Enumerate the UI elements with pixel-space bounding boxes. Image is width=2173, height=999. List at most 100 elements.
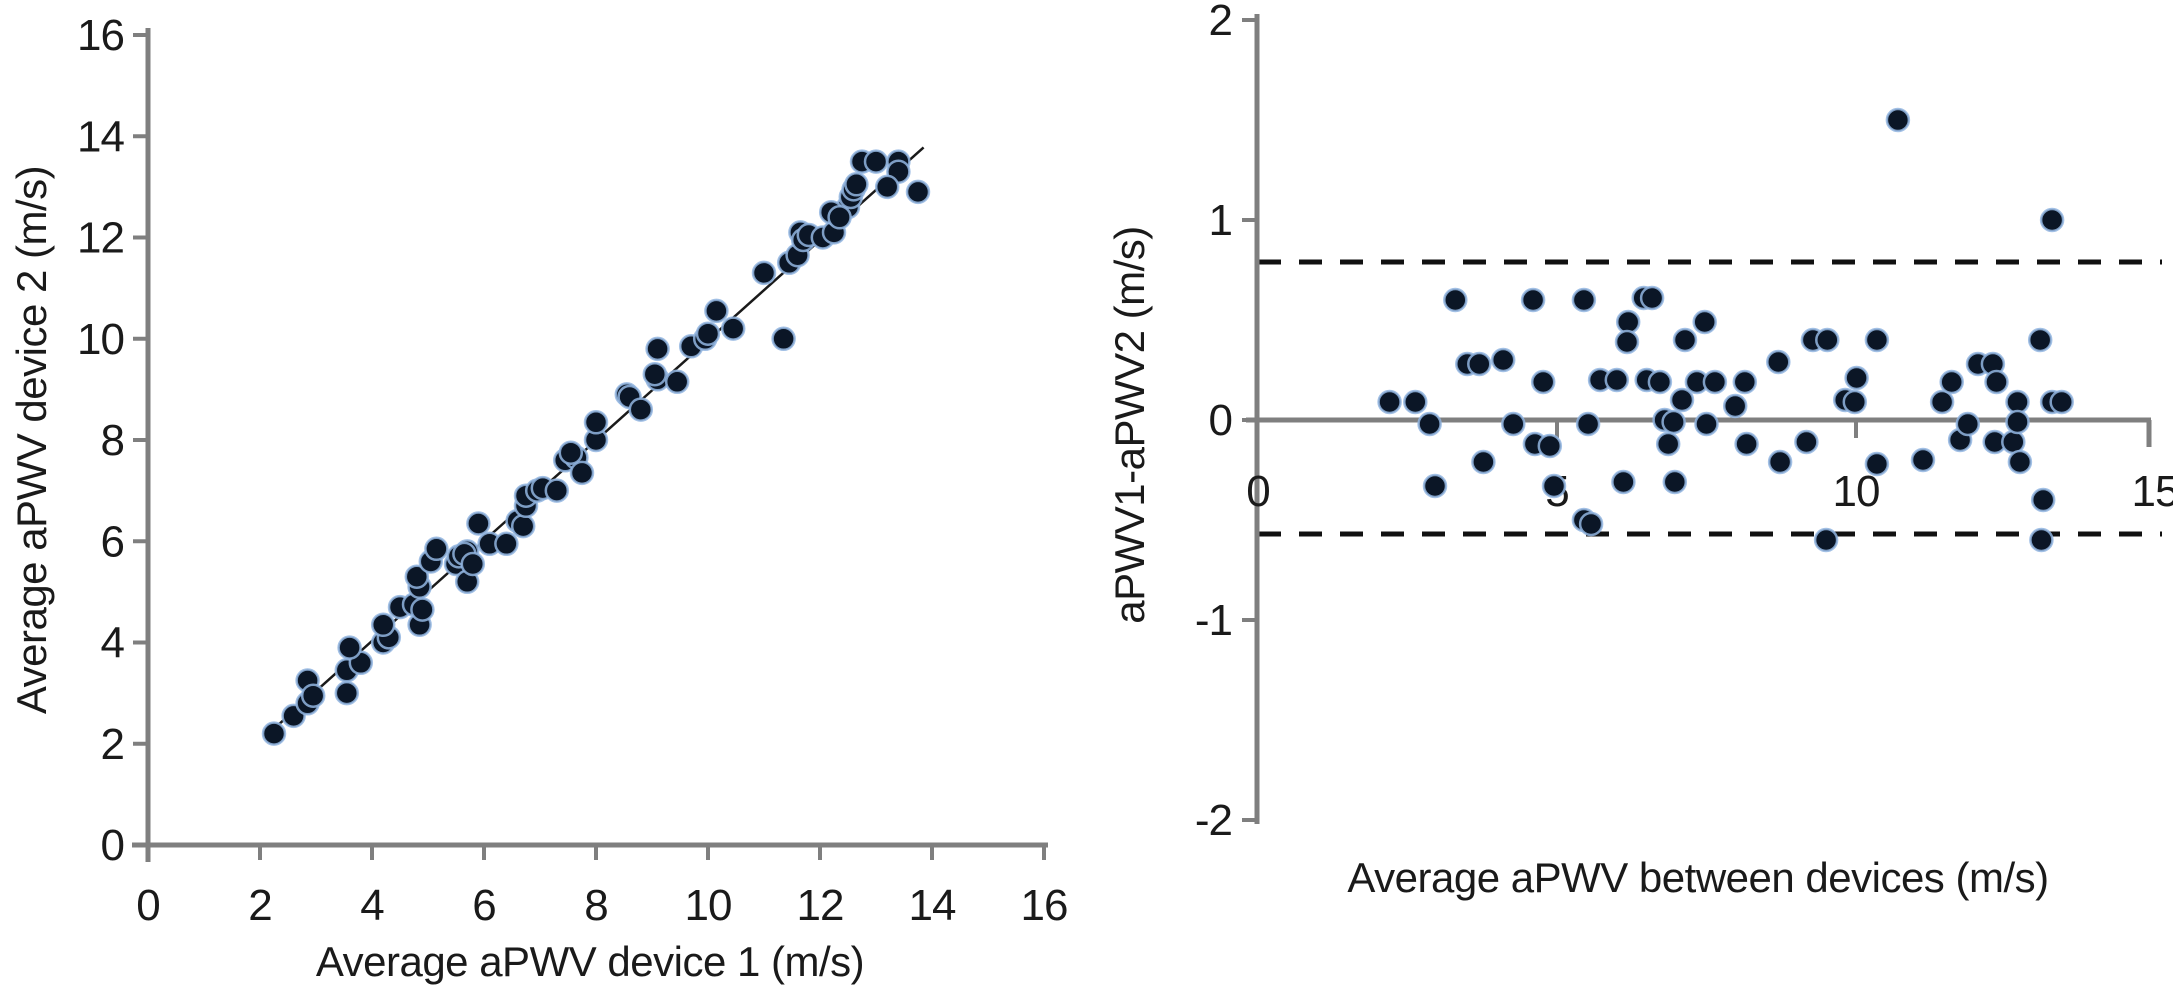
y-tick-label: 8 <box>101 416 124 465</box>
data-point <box>1661 409 1686 435</box>
correlation-ticks <box>133 33 1046 860</box>
y-tick-label: 14 <box>77 112 124 161</box>
data-point <box>1692 309 1717 335</box>
data-point <box>558 440 584 465</box>
data-point <box>410 597 435 622</box>
data-point <box>2005 389 2030 415</box>
data-point <box>2007 449 2033 475</box>
data-point <box>1490 347 1516 373</box>
x-tick-label: 15 <box>2132 467 2173 516</box>
x-tick-label: 14 <box>909 881 956 930</box>
correlation-axes <box>132 28 1048 862</box>
bland-altman-chart: 051015210-1-2 <box>1195 0 2173 845</box>
data-point <box>1864 327 1890 353</box>
data-point <box>751 260 777 286</box>
left-x-axis-title: Average aPWV device 1 (m/s) <box>315 938 865 985</box>
data-point <box>1910 447 1936 473</box>
data-point <box>2039 207 2065 233</box>
data-point <box>1615 309 1641 335</box>
data-point <box>720 316 746 341</box>
data-point <box>664 369 690 395</box>
y-tick-label: 0 <box>101 821 124 870</box>
x-tick-label: 6 <box>472 881 495 930</box>
data-point <box>300 683 326 708</box>
data-point <box>466 511 491 536</box>
data-point <box>370 612 396 638</box>
data-point <box>569 460 595 486</box>
left-y-axis-title: Average aPWV device 2 (m/s) <box>8 165 55 715</box>
data-point <box>1955 411 1981 437</box>
x-tick-label: 8 <box>584 881 607 930</box>
data-point <box>2027 327 2053 353</box>
data-point <box>544 478 570 503</box>
data-point <box>2030 487 2056 513</box>
x-tick-label: 10 <box>685 881 732 930</box>
data-point <box>1471 449 1496 475</box>
y-tick-label: 1 <box>1209 196 1232 245</box>
data-point <box>2049 389 2074 415</box>
data-point <box>1815 327 1840 353</box>
data-point <box>1537 433 1563 459</box>
data-point <box>1520 287 1546 313</box>
data-point <box>1722 393 1748 419</box>
data-point <box>1422 473 1448 499</box>
right-y-axis-title: aPWV1-aPWV2 (m/s) <box>1106 226 1153 624</box>
data-point <box>1530 369 1556 395</box>
data-point <box>261 721 287 746</box>
y-tick-label: 16 <box>77 11 124 60</box>
correlation-points <box>261 149 931 746</box>
data-point <box>1929 389 1955 415</box>
data-point <box>424 536 449 562</box>
loa-lines <box>1258 259 2162 537</box>
data-point <box>1647 369 1673 395</box>
data-point <box>510 513 536 539</box>
data-point <box>1575 411 1601 437</box>
data-point <box>1732 369 1758 395</box>
bland-altman-tick-labels: 051015210-1-2 <box>1195 0 2173 845</box>
data-point <box>1842 389 1868 415</box>
data-point <box>844 172 869 197</box>
data-point <box>1794 429 1819 455</box>
data-point <box>1885 107 1911 133</box>
data-point <box>1467 351 1492 377</box>
data-point <box>1639 285 1665 311</box>
x-tick-label: 0 <box>136 881 159 930</box>
data-point <box>874 174 900 200</box>
y-tick-label: -1 <box>1195 596 1232 645</box>
right-x-axis-title: Average aPWV between devices (m/s) <box>1347 854 2049 901</box>
x-tick-label: 0 <box>1246 467 1269 516</box>
data-point <box>827 205 852 230</box>
y-tick-label: 10 <box>77 315 124 364</box>
data-point <box>642 361 668 387</box>
data-point <box>1541 473 1567 499</box>
y-tick-label: 2 <box>1209 0 1232 45</box>
bland-altman-points <box>1377 107 2074 553</box>
x-tick-label: 4 <box>360 881 384 930</box>
data-point <box>1672 327 1698 353</box>
data-point <box>334 680 360 706</box>
data-point <box>771 326 796 352</box>
bland-altman-ticks <box>1242 18 1858 822</box>
data-point <box>1377 389 1402 415</box>
data-point <box>583 410 609 435</box>
data-point <box>1614 329 1640 355</box>
data-point <box>494 531 519 557</box>
data-point <box>704 298 729 324</box>
data-point <box>905 179 931 205</box>
data-point <box>404 564 430 589</box>
data-point <box>1611 469 1636 495</box>
data-point <box>1864 451 1890 477</box>
correlation-tick-labels: 0 2 4 6 8 10 12 14 16 0 2 4 6 8 10 12 14 16 <box>77 11 1068 930</box>
data-point <box>1501 411 1526 437</box>
y-tick-label: 6 <box>101 517 124 566</box>
correlation-chart: 0 2 4 6 8 10 12 14 16 0 2 4 6 8 10 12 14 16 <box>77 11 1068 930</box>
data-point <box>1694 411 1719 437</box>
y-tick-label: 2 <box>101 720 124 769</box>
data-point <box>1984 369 2009 395</box>
data-point <box>1604 367 1630 393</box>
data-point <box>1669 387 1695 413</box>
data-point <box>1443 287 1468 313</box>
data-point <box>1939 369 1964 395</box>
